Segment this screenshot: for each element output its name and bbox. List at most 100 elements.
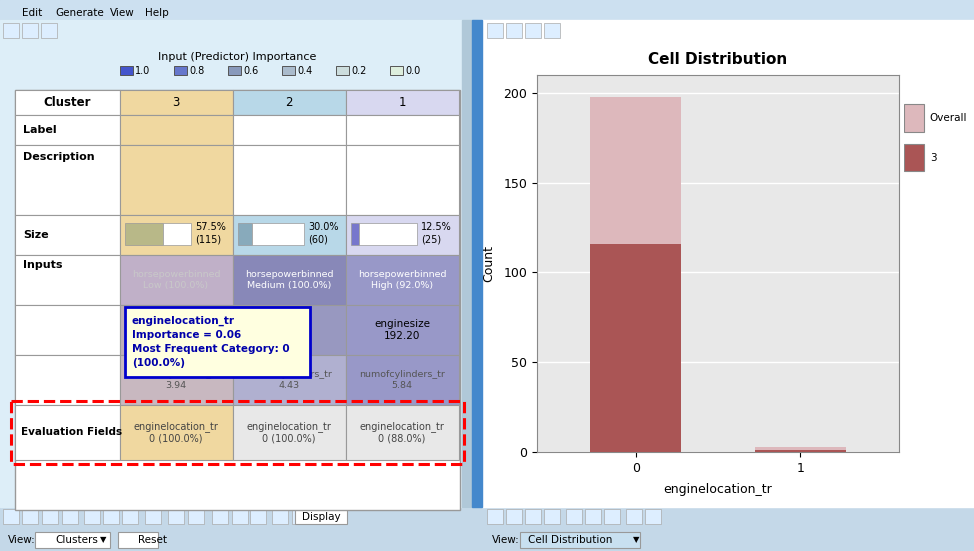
Text: Generate: Generate — [55, 8, 104, 18]
Text: Clusters: Clusters — [55, 535, 97, 545]
Bar — [120, 115, 233, 145]
Text: 2: 2 — [285, 95, 293, 109]
Bar — [346, 215, 459, 255]
Text: enginelocation_tr: enginelocation_tr — [132, 316, 235, 326]
Text: Label: Label — [23, 125, 56, 135]
Text: View:: View: — [8, 535, 36, 545]
Text: 0.4: 0.4 — [297, 66, 313, 76]
Bar — [42, 509, 58, 524]
Bar — [233, 405, 346, 460]
Y-axis label: Count: Count — [482, 245, 495, 282]
Text: Cell Distribution: Cell Distribution — [528, 535, 613, 545]
Bar — [525, 509, 541, 524]
Text: View: View — [110, 8, 134, 18]
Bar — [120, 215, 233, 255]
Bar — [15, 90, 120, 115]
Bar — [120, 66, 133, 75]
Text: (115): (115) — [195, 234, 221, 244]
Bar — [0, 20, 478, 42]
Text: numofcylinders_tr
3.94: numofcylinders_tr 3.94 — [133, 370, 219, 390]
Bar — [525, 23, 541, 38]
Bar — [3, 509, 19, 524]
Bar — [506, 23, 522, 38]
Bar — [544, 509, 560, 524]
Bar — [41, 23, 57, 38]
Title: Cell Distribution: Cell Distribution — [649, 52, 788, 67]
Bar — [346, 145, 459, 215]
Text: numofcylinders_tr
5.84: numofcylinders_tr 5.84 — [359, 370, 445, 390]
Bar — [482, 20, 974, 507]
Bar — [346, 355, 459, 405]
Bar — [233, 215, 346, 255]
Bar — [390, 66, 403, 75]
Bar — [472, 20, 482, 507]
Bar — [15, 145, 120, 215]
Text: 0.8: 0.8 — [189, 66, 205, 76]
Text: View:: View: — [492, 535, 520, 545]
Text: 0.2: 0.2 — [351, 66, 366, 76]
Bar — [282, 66, 295, 75]
Text: Input (Predictor) Importance: Input (Predictor) Importance — [158, 52, 317, 62]
Bar — [212, 509, 228, 524]
Bar — [487, 509, 503, 524]
Bar — [120, 145, 233, 215]
Text: 30.0%: 30.0% — [308, 222, 339, 232]
Text: 0.6: 0.6 — [243, 66, 258, 76]
Bar — [120, 355, 233, 405]
Bar — [0, 20, 472, 507]
Text: 1: 1 — [398, 95, 406, 109]
Text: 12.5%: 12.5% — [421, 222, 452, 232]
Bar — [336, 66, 349, 75]
Text: Edit: Edit — [22, 8, 42, 18]
Text: ▼: ▼ — [633, 536, 640, 544]
Bar — [0, 0, 974, 20]
Bar — [604, 509, 620, 524]
Bar — [233, 255, 346, 305]
Bar — [590, 244, 681, 452]
Bar — [904, 144, 924, 171]
Text: Reset: Reset — [138, 535, 167, 545]
Bar — [295, 509, 347, 524]
Bar — [233, 145, 346, 215]
Bar — [250, 509, 266, 524]
Text: 1.0: 1.0 — [135, 66, 150, 76]
Text: enginelocation_tr
0 (100.0%): enginelocation_tr 0 (100.0%) — [246, 421, 331, 443]
Bar — [346, 305, 459, 355]
Bar — [232, 509, 248, 524]
Bar — [125, 223, 163, 245]
Text: ▼: ▼ — [100, 536, 106, 544]
Text: Size: Size — [23, 230, 49, 240]
Bar — [483, 20, 974, 42]
Bar — [233, 90, 346, 115]
Bar — [346, 405, 459, 460]
Bar — [272, 509, 288, 524]
Bar — [566, 509, 582, 524]
Bar — [755, 447, 845, 452]
Text: (25): (25) — [421, 234, 441, 244]
Bar — [346, 90, 459, 115]
Bar — [506, 509, 522, 524]
Bar — [0, 529, 974, 551]
Text: Evaluation Fields: Evaluation Fields — [21, 427, 122, 437]
Bar — [252, 223, 304, 245]
Text: numofcylinders_tr
4.43: numofcylinders_tr 4.43 — [246, 370, 332, 390]
Bar — [520, 532, 640, 548]
Bar — [755, 450, 845, 452]
Bar — [3, 23, 19, 38]
Bar — [15, 305, 120, 355]
Bar — [168, 509, 184, 524]
Bar — [228, 66, 241, 75]
Bar — [233, 115, 346, 145]
Bar — [292, 509, 308, 524]
Text: Cluster: Cluster — [43, 95, 91, 109]
Bar — [544, 23, 560, 38]
Bar — [15, 215, 120, 255]
Bar — [120, 90, 233, 115]
Bar — [15, 355, 120, 405]
Bar — [645, 509, 661, 524]
Bar — [122, 509, 138, 524]
Text: Inputs: Inputs — [23, 260, 62, 270]
Bar — [233, 305, 346, 355]
Bar — [120, 305, 233, 355]
Bar — [174, 66, 187, 75]
